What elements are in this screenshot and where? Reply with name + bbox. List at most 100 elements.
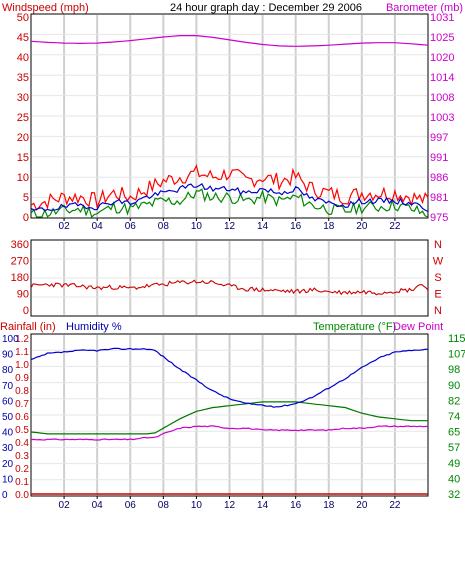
direction-tick-label: 180 (11, 272, 29, 284)
temperature-tick-label: 98 (448, 364, 460, 376)
barometer-tick-label: 1020 (430, 52, 454, 64)
x-tick-label: 10 (191, 500, 203, 511)
x-tick-label: 14 (257, 221, 269, 232)
x-tick-label: 22 (389, 500, 401, 511)
barometer-tick-label: 1003 (430, 112, 454, 124)
compass-tick-label: E (434, 289, 441, 301)
windspeed-tick-label: 0 (23, 212, 29, 224)
x-tick-label: 06 (125, 500, 137, 511)
rainfall-tick-label: 0.6 (15, 412, 29, 423)
rainfall-tick-label: 1.0 (15, 360, 29, 371)
wind-low-line (30, 188, 429, 219)
middle-panel-frame (30, 239, 429, 317)
windspeed-tick-label: 15 (17, 152, 29, 164)
rainfall-tick-label: 0.0 (15, 490, 29, 501)
rainfall-axis-label: Rainfall (in) (0, 321, 56, 333)
rainfall-tick-label: 1.1 (15, 347, 29, 358)
humidity-line (30, 347, 429, 408)
rainfall-tick-label: 0.8 (15, 386, 29, 397)
temperature-tick-label: 107 (448, 349, 465, 361)
barometer-tick-label: 1031 (430, 12, 454, 24)
x-tick-label: 02 (59, 221, 71, 232)
chart-title: 24 hour graph day : December 29 2006 (170, 2, 362, 14)
barometer-tick-label: 981 (430, 192, 448, 204)
x-tick-label: 20 (356, 221, 368, 232)
humidity-tick-label: 30 (2, 443, 14, 454)
rainfall-tick-label: 0.2 (15, 464, 29, 475)
x-tick-label: 08 (158, 221, 170, 232)
rainfall-tick-label: 0.7 (15, 399, 29, 410)
rainfall-tick-label: 0.4 (15, 438, 29, 449)
barometer-tick-label: 1025 (430, 32, 454, 44)
wind-average-line (30, 183, 429, 213)
barometer-tick-label: 975 (430, 212, 448, 224)
x-tick-label: 20 (356, 500, 368, 511)
x-tick-label: 04 (92, 221, 104, 232)
direction-tick-label: 360 (11, 239, 29, 251)
humidity-tick-label: 0 (2, 490, 8, 501)
barometer-tick-label: 1014 (430, 72, 454, 84)
windspeed-tick-label: 25 (17, 112, 29, 124)
temperature-tick-label: 115 (448, 333, 465, 345)
humidity-tick-label: 50 (2, 412, 14, 423)
direction-tick-label: 0 (23, 305, 29, 317)
humidity-tick-label: 40 (2, 428, 14, 439)
compass-tick-label: N (434, 239, 442, 251)
rainfall-tick-label: 1.2 (15, 334, 29, 345)
humidity-tick-label: 60 (2, 396, 14, 407)
humidity-tick-label: 100 (2, 334, 19, 345)
x-tick-label: 06 (125, 221, 137, 232)
barometer-tick-label: 991 (430, 152, 448, 164)
windspeed-axis-label: Windspeed (mph) (2, 2, 89, 14)
temperature-tick-label: 90 (448, 380, 460, 392)
barometer-tick-label: 986 (430, 172, 448, 184)
barometer-tick-label: 997 (430, 132, 448, 144)
windspeed-tick-label: 5 (23, 192, 29, 204)
barometer-tick-label: 1008 (430, 92, 454, 104)
windspeed-tick-label: 10 (17, 172, 29, 184)
rainfall-tick-label: 0.3 (15, 451, 29, 462)
humidity-tick-label: 70 (2, 381, 14, 392)
x-tick-label: 10 (191, 221, 203, 232)
humidity-tick-label: 20 (2, 459, 14, 470)
windspeed-tick-label: 35 (17, 72, 29, 84)
temperature-tick-label: 57 (448, 442, 460, 454)
temperature-tick-label: 82 (448, 395, 460, 407)
x-tick-label: 14 (257, 500, 269, 511)
direction-tick-label: 90 (17, 289, 29, 301)
rainfall-tick-label: 0.1 (15, 477, 29, 488)
compass-tick-label: W (433, 256, 444, 268)
dewpoint-axis-label: Dew Point (393, 321, 443, 333)
wind-direction-line (30, 279, 429, 296)
temperature-line (30, 401, 428, 435)
humidity-tick-label: 10 (2, 474, 14, 485)
barometer-axis-label: Barometer (mb) (386, 2, 463, 14)
temperature-tick-label: 32 (448, 489, 460, 501)
humidity-tick-label: 90 (2, 350, 14, 361)
humidity-axis-label: Humidity % (66, 321, 122, 333)
temperature-axis-label: Temperature (°F) (313, 321, 396, 333)
x-tick-label: 02 (59, 500, 71, 511)
x-tick-label: 18 (323, 221, 335, 232)
rainfall-tick-label: 0.5 (15, 425, 29, 436)
windspeed-tick-label: 50 (17, 12, 29, 24)
temperature-tick-label: 65 (448, 427, 460, 439)
x-tick-label: 22 (389, 221, 401, 232)
windspeed-tick-label: 45 (17, 32, 29, 44)
barometer-line (30, 35, 429, 47)
compass-tick-label: S (434, 272, 441, 284)
humidity-tick-label: 80 (2, 365, 14, 376)
rainfall-tick-label: 0.9 (15, 373, 29, 384)
dewpoint-line (30, 425, 429, 441)
x-tick-label: 08 (158, 500, 170, 511)
direction-tick-label: 270 (11, 256, 29, 268)
windspeed-tick-label: 30 (17, 92, 29, 104)
x-tick-label: 12 (224, 500, 236, 511)
x-tick-label: 04 (92, 500, 104, 511)
windspeed-tick-label: 40 (17, 52, 29, 64)
compass-tick-label: N (434, 305, 442, 317)
x-tick-label: 16 (290, 221, 302, 232)
temperature-tick-label: 49 (448, 458, 460, 470)
